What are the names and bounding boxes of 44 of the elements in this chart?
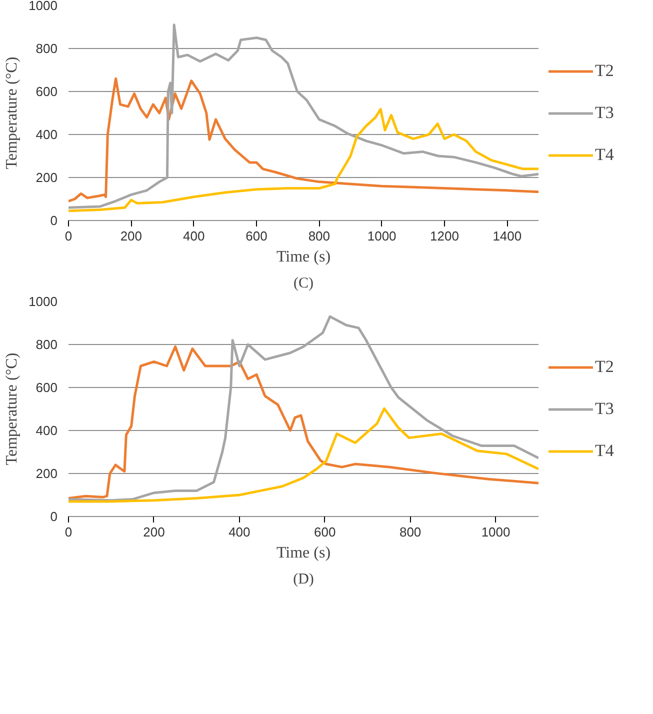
y-axis-title: Temperature (°C) xyxy=(4,56,21,170)
text: (C) xyxy=(294,276,314,292)
y-tick-label: 0 xyxy=(50,509,58,524)
y-axis-title: Temperature (°C) xyxy=(4,352,21,466)
y-tick-label: 600 xyxy=(36,380,58,395)
x-tick-label: 400 xyxy=(228,524,250,540)
legend-label: T2 xyxy=(595,356,615,376)
x-tick-label: 0 xyxy=(64,524,72,540)
x-tick-label: 600 xyxy=(314,524,336,540)
y-tick-label: 400 xyxy=(36,423,58,438)
x-tick-label: 0 xyxy=(64,228,72,244)
x-tick-label: 1400 xyxy=(492,228,522,244)
x-tick-label: 1000 xyxy=(481,524,510,540)
line-series xyxy=(68,24,538,209)
legend-label: T3 xyxy=(595,398,615,418)
line-series xyxy=(68,345,538,500)
legend-label: T4 xyxy=(595,440,615,460)
y-tick-label: 0 xyxy=(50,213,58,228)
x-axis-title: Time (s) xyxy=(276,248,331,266)
x-tick-label: 200 xyxy=(120,228,142,244)
y-tick-label: 600 xyxy=(36,84,58,99)
line-series xyxy=(68,315,538,502)
y-tick-label: 1000 xyxy=(28,294,58,309)
y-tick-label: 800 xyxy=(36,41,58,56)
legend-label: T3 xyxy=(595,102,615,122)
y-tick-label: 800 xyxy=(36,337,58,352)
y-tick-label: 200 xyxy=(36,466,58,481)
y-tick-label: 200 xyxy=(36,170,58,185)
x-tick-label: 200 xyxy=(143,524,165,540)
y-tick-label: 1000 xyxy=(28,0,58,13)
y-tick-label: 400 xyxy=(36,127,58,142)
x-tick-label: 1000 xyxy=(367,228,396,244)
legend-label: T2 xyxy=(595,60,615,80)
x-tick-label: 1200 xyxy=(430,228,459,244)
line-series xyxy=(68,77,538,202)
x-tick-label: 400 xyxy=(182,228,205,244)
legend-label: T4 xyxy=(595,144,615,164)
line-series xyxy=(68,407,538,503)
text: (D) xyxy=(293,572,314,588)
x-axis-title: Time (s) xyxy=(276,544,331,562)
x-tick-label: 800 xyxy=(399,524,422,540)
x-tick-label: 600 xyxy=(246,228,268,244)
x-tick-label: 800 xyxy=(308,228,330,244)
line-series xyxy=(68,108,538,212)
